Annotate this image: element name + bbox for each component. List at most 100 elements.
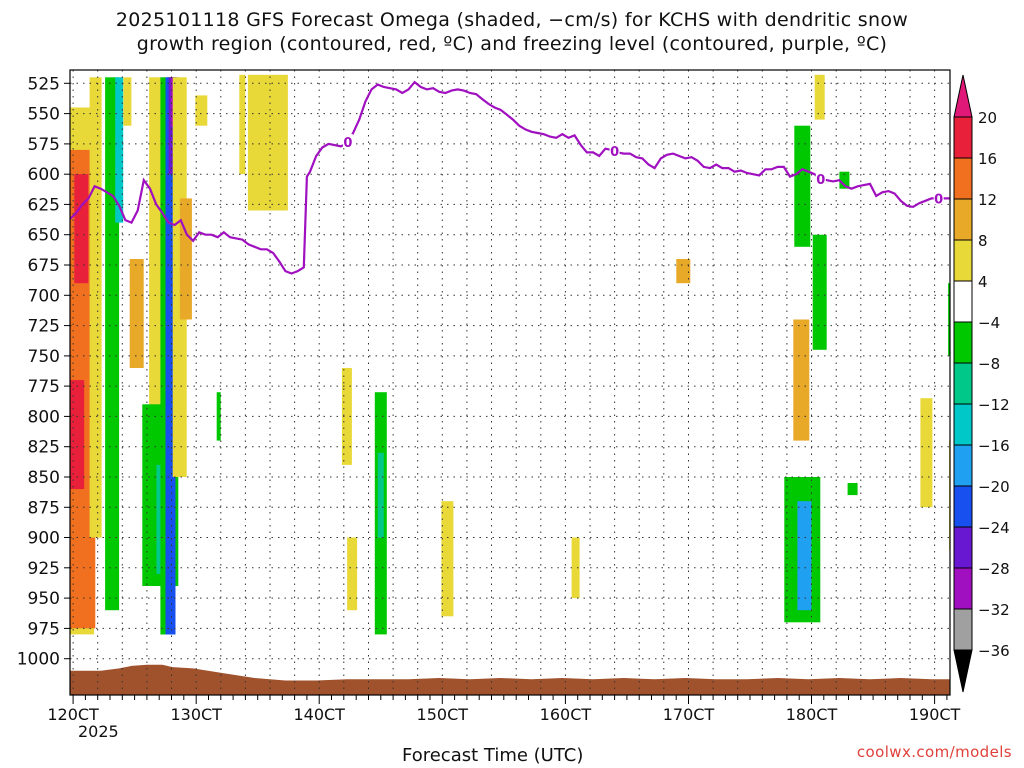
site-watermark[interactable]: coolwx.com/models [856, 743, 1012, 761]
colorbar-segment-11 [953, 567, 973, 610]
freezing-level-label-1: 0 [610, 145, 619, 160]
omega-patch-28 [676, 259, 691, 284]
colorbar-segment-7 [953, 403, 973, 446]
colorbar-segment-10 [953, 526, 973, 569]
y-tick-label-625: 625 [28, 195, 60, 215]
omega-shaded-layer [70, 74, 950, 635]
colorbar-segment-12 [953, 608, 973, 651]
y-tick-label-850: 850 [28, 468, 60, 488]
y-tick-label-925: 925 [28, 559, 60, 579]
omega-patch-19 [216, 392, 221, 441]
x-tick-label-1: 130CT [170, 705, 222, 724]
omega-patch-26 [441, 501, 454, 617]
colorbar-segment-8 [953, 444, 973, 487]
y-tick-label-975: 975 [28, 619, 60, 639]
y-tick-label-575: 575 [28, 135, 60, 155]
omega-patch-18 [195, 95, 208, 126]
x-axis-title: Forecast Time (UTC) [402, 745, 584, 766]
freezing-level-label-2: 0 [816, 173, 825, 188]
terrain-layer [70, 664, 950, 695]
omega-patch-27 [571, 537, 580, 599]
omega-patch-38 [948, 283, 950, 356]
omega-patch-33 [814, 74, 825, 120]
y-tick-label-825: 825 [28, 438, 60, 458]
y-tick-label-525: 525 [28, 74, 60, 94]
terrain-fill [70, 664, 950, 695]
freezing-level-label-bg-0 [342, 134, 353, 149]
colorbar-segment-2 [953, 198, 973, 241]
grid-lines [70, 70, 950, 695]
omega-patch-7 [123, 77, 132, 126]
y-tick-label-800: 800 [28, 407, 60, 427]
omega-patch-36 [847, 483, 858, 496]
chart-title-line-1: 2025101118 GFS Forecast Omega (shaded, −… [115, 9, 909, 31]
colorbar-label-5: −4 [978, 314, 1000, 332]
colorbar-label-0: 20 [978, 109, 997, 127]
colorbar-label-12: −32 [978, 601, 1010, 619]
omega-patch-16 [172, 77, 187, 478]
colorbar-segment-5 [953, 321, 973, 364]
x-tick-label-2: 140CT [293, 705, 345, 724]
omega-patch-3 [70, 380, 85, 490]
omega-patch-30 [793, 319, 810, 441]
colorbar-segment-9 [953, 485, 973, 528]
colorbar-segment-6 [953, 362, 973, 405]
omega-patch-34 [812, 234, 827, 350]
y-tick-label-700: 700 [28, 286, 60, 306]
colorbar-segment-3 [953, 239, 973, 282]
y-tick-label-650: 650 [28, 226, 60, 246]
x-tick-label-0: 120CT [47, 705, 99, 724]
colorbar-label-1: 16 [978, 150, 997, 168]
x-axis-year-label: 2025 [78, 722, 119, 741]
omega-patch-32 [797, 501, 812, 611]
x-tick-label-6: 180CT [786, 705, 838, 724]
omega-patch-20 [239, 74, 246, 175]
y-tick-label-900: 900 [28, 529, 60, 549]
colorbar-label-2: 12 [978, 191, 997, 209]
freezing-level-label-0: 0 [343, 136, 352, 151]
y-tick-label-725: 725 [28, 317, 60, 337]
omega-patch-9 [149, 77, 162, 417]
omega-patch-8 [129, 259, 144, 368]
colorbar-segment-1 [953, 157, 973, 200]
colorbar-label-8: −16 [978, 437, 1010, 455]
y-tick-label-1000: 1000 [17, 650, 60, 670]
y-tick-label-950: 950 [28, 589, 60, 609]
y-tick-label-675: 675 [28, 256, 60, 276]
freezing-level-layer: 0 0 0 0 [70, 80, 950, 275]
x-tick-label-4: 160CT [540, 705, 592, 724]
freezing-level-label-3: 0 [934, 192, 943, 207]
colorbar-label-13: −36 [978, 642, 1010, 660]
x-axis: 120CT 130CT 140CT 150CT 160CT 170CT 180CT 190CT [47, 695, 961, 724]
x-tick-label-7: 190CT [909, 705, 961, 724]
omega-patch-25 [377, 452, 384, 538]
y-tick-label-775: 775 [28, 377, 60, 397]
x-tick-label-5: 170CT [663, 705, 715, 724]
y-tick-label-550: 550 [28, 105, 60, 125]
omega-patch-29 [794, 125, 811, 247]
colorbar-label-7: −12 [978, 396, 1010, 414]
omega-patch-4 [89, 77, 102, 538]
omega-patch-2 [74, 174, 89, 284]
omega-patch-6 [115, 77, 124, 223]
colorbar-label-11: −28 [978, 560, 1010, 578]
x-tick-label-3: 150CT [417, 705, 469, 724]
colorbar-bottom-arrow [953, 649, 973, 693]
omega-patch-23 [347, 537, 358, 611]
omega-patch-21 [247, 74, 288, 211]
colorbar-label-6: −8 [978, 355, 1000, 373]
freezing-level-line [70, 80, 950, 275]
colorbar-label-3: 8 [978, 232, 988, 250]
omega-patch-35 [839, 171, 850, 189]
colorbar-label-10: −24 [978, 519, 1010, 537]
omega-patch-14 [168, 77, 177, 175]
plot-frame [69, 69, 951, 696]
freezing-level-label-bg-2 [815, 171, 826, 185]
colorbar: 20 16 12 8 4 −4 −8 −12 −16 −20 −24 −28 −32 −36 [953, 74, 1010, 693]
chart-title-line-2: growth region (contoured, red, ºC) and f… [136, 33, 888, 55]
colorbar-segment-0 [953, 116, 973, 159]
colorbar-label-9: −20 [978, 478, 1010, 496]
y-tick-label-875: 875 [28, 498, 60, 518]
y-axis: 525 550 575 600 625 650 675 700 725 750 775 800 825 8… [17, 74, 70, 670]
